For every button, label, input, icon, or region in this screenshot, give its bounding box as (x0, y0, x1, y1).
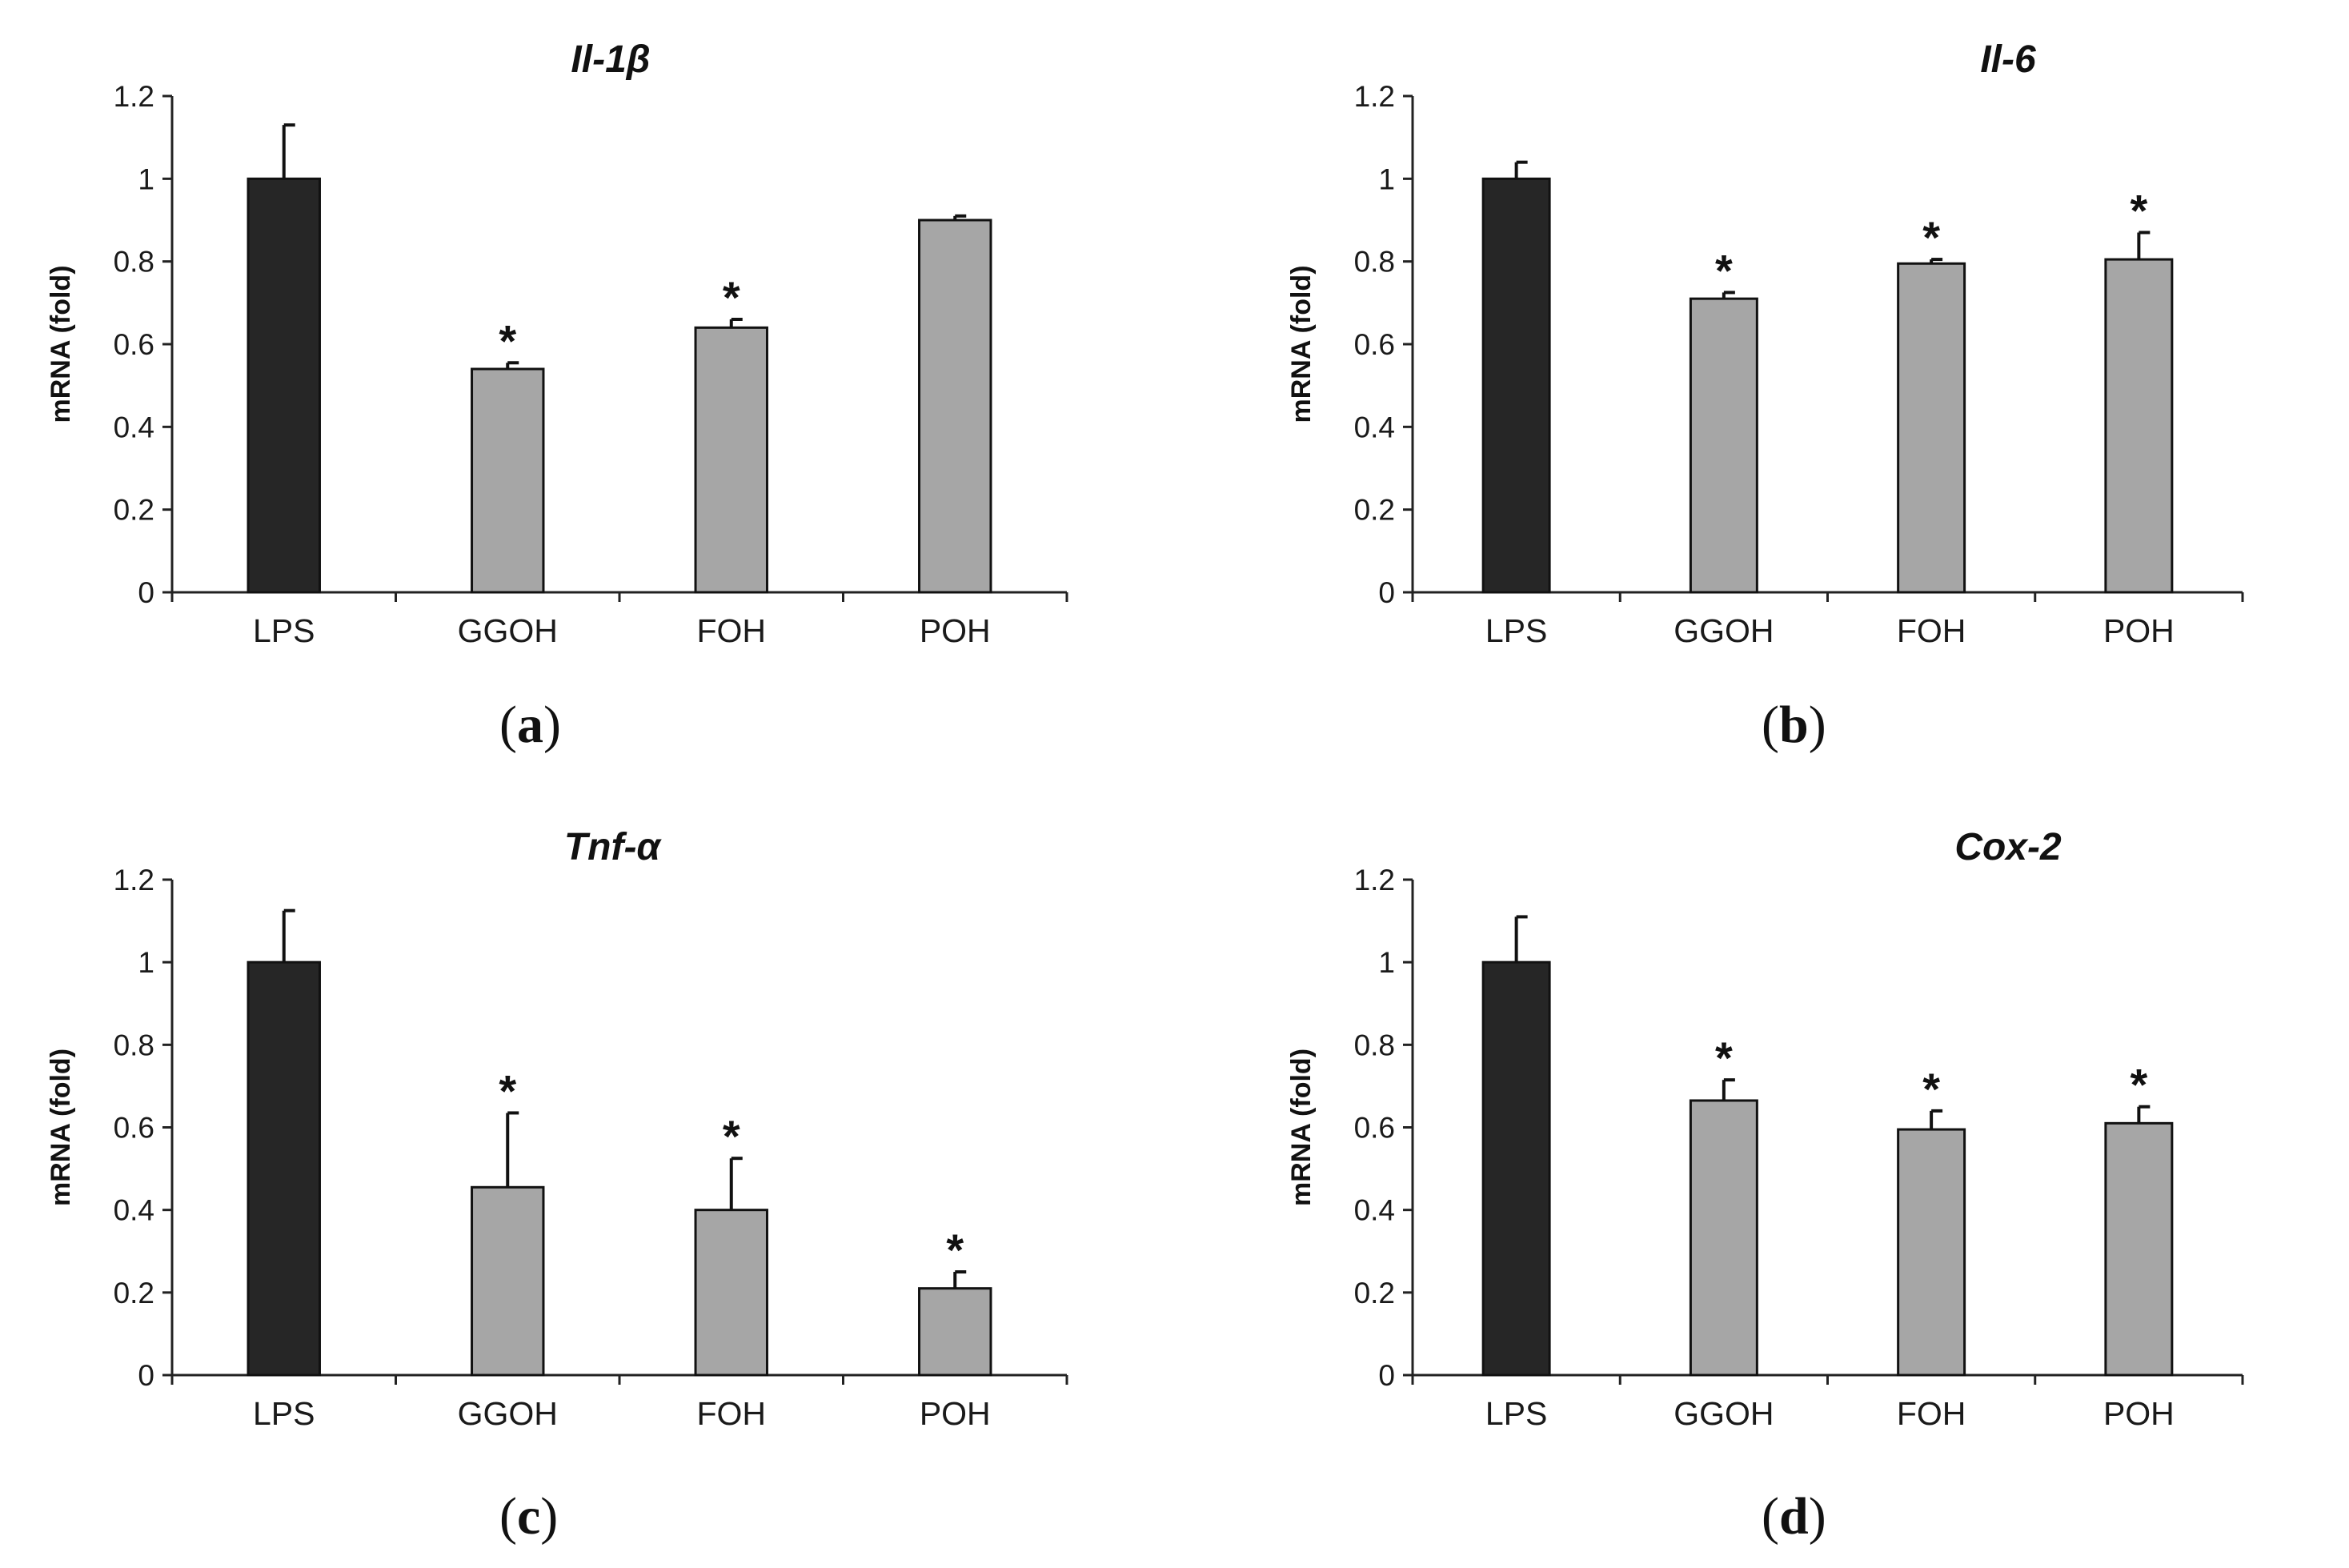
significance-marker: * (1922, 212, 1940, 263)
y-tick-label: 0.8 (114, 246, 154, 279)
y-tick-label: 0.4 (1354, 1194, 1395, 1227)
significance-marker: * (1715, 245, 1733, 295)
significance-marker: * (2130, 1060, 2147, 1110)
x-tick-label: FOH (696, 612, 766, 649)
x-tick-label: LPS (1485, 1395, 1548, 1432)
y-axis-label: mRNA (fold) (1286, 1049, 1317, 1206)
chart-svg-d: Cox-2 mRNA (fold) 0 0.2 0.4 0.6 0.8 1 1.2 LPS * GGO… (1286, 826, 2244, 1432)
y-tick-label: 0 (138, 576, 154, 609)
bar-poh (918, 219, 992, 594)
y-tick-label: 0.4 (1354, 411, 1395, 443)
bar-foh (1897, 1128, 1966, 1377)
x-tick-label: FOH (1897, 612, 1966, 649)
y-axis-label: mRNA (fold) (46, 265, 76, 423)
y-tick-label: 0.2 (114, 1277, 154, 1309)
y-tick-label: 0 (138, 1359, 154, 1392)
significance-marker: * (723, 272, 740, 323)
bar-foh (694, 326, 768, 594)
chart-panel-c: Tnf-α mRNA (fold) 0 0.2 0.4 0.6 0.8 1 1.2 LPS * GGO… (0, 784, 1174, 1567)
y-tick-label: 0.4 (114, 411, 154, 443)
chart-svg-b: Il-6 mRNA (fold) 0 0.2 0.4 0.6 0.8 1 1.2 LPS * GGOH… (1286, 38, 2244, 649)
x-tick-label: POH (2103, 1395, 2175, 1432)
y-tick-label: 1 (1378, 946, 1395, 979)
bar-lps (1481, 960, 1551, 1377)
x-tick-label: FOH (696, 1395, 766, 1432)
x-tick-label: LPS (253, 612, 315, 649)
significance-marker: * (723, 1111, 740, 1161)
y-tick-label: 0.2 (1354, 494, 1395, 527)
x-tick-label: POH (920, 612, 991, 649)
bar-poh (2104, 258, 2174, 594)
y-tick-label: 1 (1378, 162, 1395, 195)
x-tick-label: LPS (253, 1395, 315, 1432)
significance-marker: * (499, 1065, 516, 1116)
chart-title: Cox-2 (1954, 826, 2062, 868)
y-tick-label: 0 (1378, 1359, 1395, 1392)
y-tick-label: 1.2 (1354, 864, 1395, 896)
y-tick-label: 0.6 (1354, 328, 1395, 361)
panel-label-b: (b) (1762, 696, 1826, 754)
y-axis-label: mRNA (fold) (1286, 265, 1317, 423)
bar-lps (247, 960, 321, 1377)
bar-ggoh (1689, 1099, 1758, 1377)
x-tick-label: GGOH (458, 612, 558, 649)
significance-marker: * (499, 315, 516, 366)
chart-panel-a: Il-1β mRNA (fold) 0 0.2 0.4 0.6 0.8 1 1.2 LPS * GGO… (0, 0, 1174, 784)
y-axis-label: mRNA (fold) (46, 1049, 76, 1206)
y-tick-label: 1.2 (114, 80, 154, 113)
y-tick-label: 0.4 (114, 1194, 154, 1227)
bar-lps (247, 177, 321, 594)
y-tick-label: 0.8 (1354, 246, 1395, 279)
panel-label-c: (c) (499, 1487, 559, 1546)
x-tick-label: LPS (1485, 612, 1548, 649)
y-tick-label: 1.2 (114, 864, 154, 896)
x-tick-label: POH (2103, 612, 2175, 649)
chart-title: Tnf-α (564, 826, 663, 868)
bar-foh (1897, 262, 1966, 594)
y-tick-label: 1 (138, 162, 154, 195)
chart-panel-b: Il-6 mRNA (fold) 0 0.2 0.4 0.6 0.8 1 1.2 LPS * GGOH… (1174, 0, 2348, 784)
x-tick-label: GGOH (458, 1395, 558, 1432)
y-tick-label: 0.2 (114, 494, 154, 527)
significance-marker: * (946, 1225, 964, 1275)
chart-svg-a: Il-1β mRNA (fold) 0 0.2 0.4 0.6 0.8 1 1.2 LPS * GGO… (46, 38, 1068, 649)
y-tick-label: 0 (1378, 576, 1395, 609)
chart-title: Il-6 (1980, 38, 2036, 81)
x-tick-label: POH (920, 1395, 991, 1432)
chart-panel-d: Cox-2 mRNA (fold) 0 0.2 0.4 0.6 0.8 1 1.2 LPS * GGO… (1174, 784, 2348, 1567)
x-tick-label: GGOH (1674, 1395, 1774, 1432)
y-tick-label: 0.8 (114, 1029, 154, 1061)
panel-label-d: (d) (1762, 1487, 1826, 1546)
bar-lps (1481, 177, 1551, 594)
bar-ggoh (471, 1185, 545, 1377)
bar-ggoh (1689, 297, 1758, 594)
chart-svg-c: Tnf-α mRNA (fold) 0 0.2 0.4 0.6 0.8 1 1.2 LPS * GGO… (46, 826, 1068, 1432)
significance-marker: * (1715, 1033, 1733, 1083)
y-tick-label: 0.2 (1354, 1277, 1395, 1309)
x-tick-label: GGOH (1674, 612, 1774, 649)
significance-marker: * (1922, 1064, 1940, 1114)
bar-foh (694, 1209, 768, 1377)
y-tick-label: 0.6 (114, 328, 154, 361)
bar-poh (918, 1287, 992, 1377)
y-tick-label: 1 (138, 946, 154, 979)
y-tick-label: 1.2 (1354, 80, 1395, 113)
bar-ggoh (471, 367, 545, 594)
chart-title: Il-1β (571, 38, 650, 81)
x-tick-label: FOH (1897, 1395, 1966, 1432)
y-tick-label: 0.6 (1354, 1112, 1395, 1145)
y-tick-label: 0.6 (114, 1112, 154, 1145)
y-tick-label: 0.8 (1354, 1029, 1395, 1061)
bar-poh (2104, 1121, 2174, 1377)
significance-marker: * (2130, 186, 2147, 236)
panel-label-a: (a) (499, 696, 561, 754)
